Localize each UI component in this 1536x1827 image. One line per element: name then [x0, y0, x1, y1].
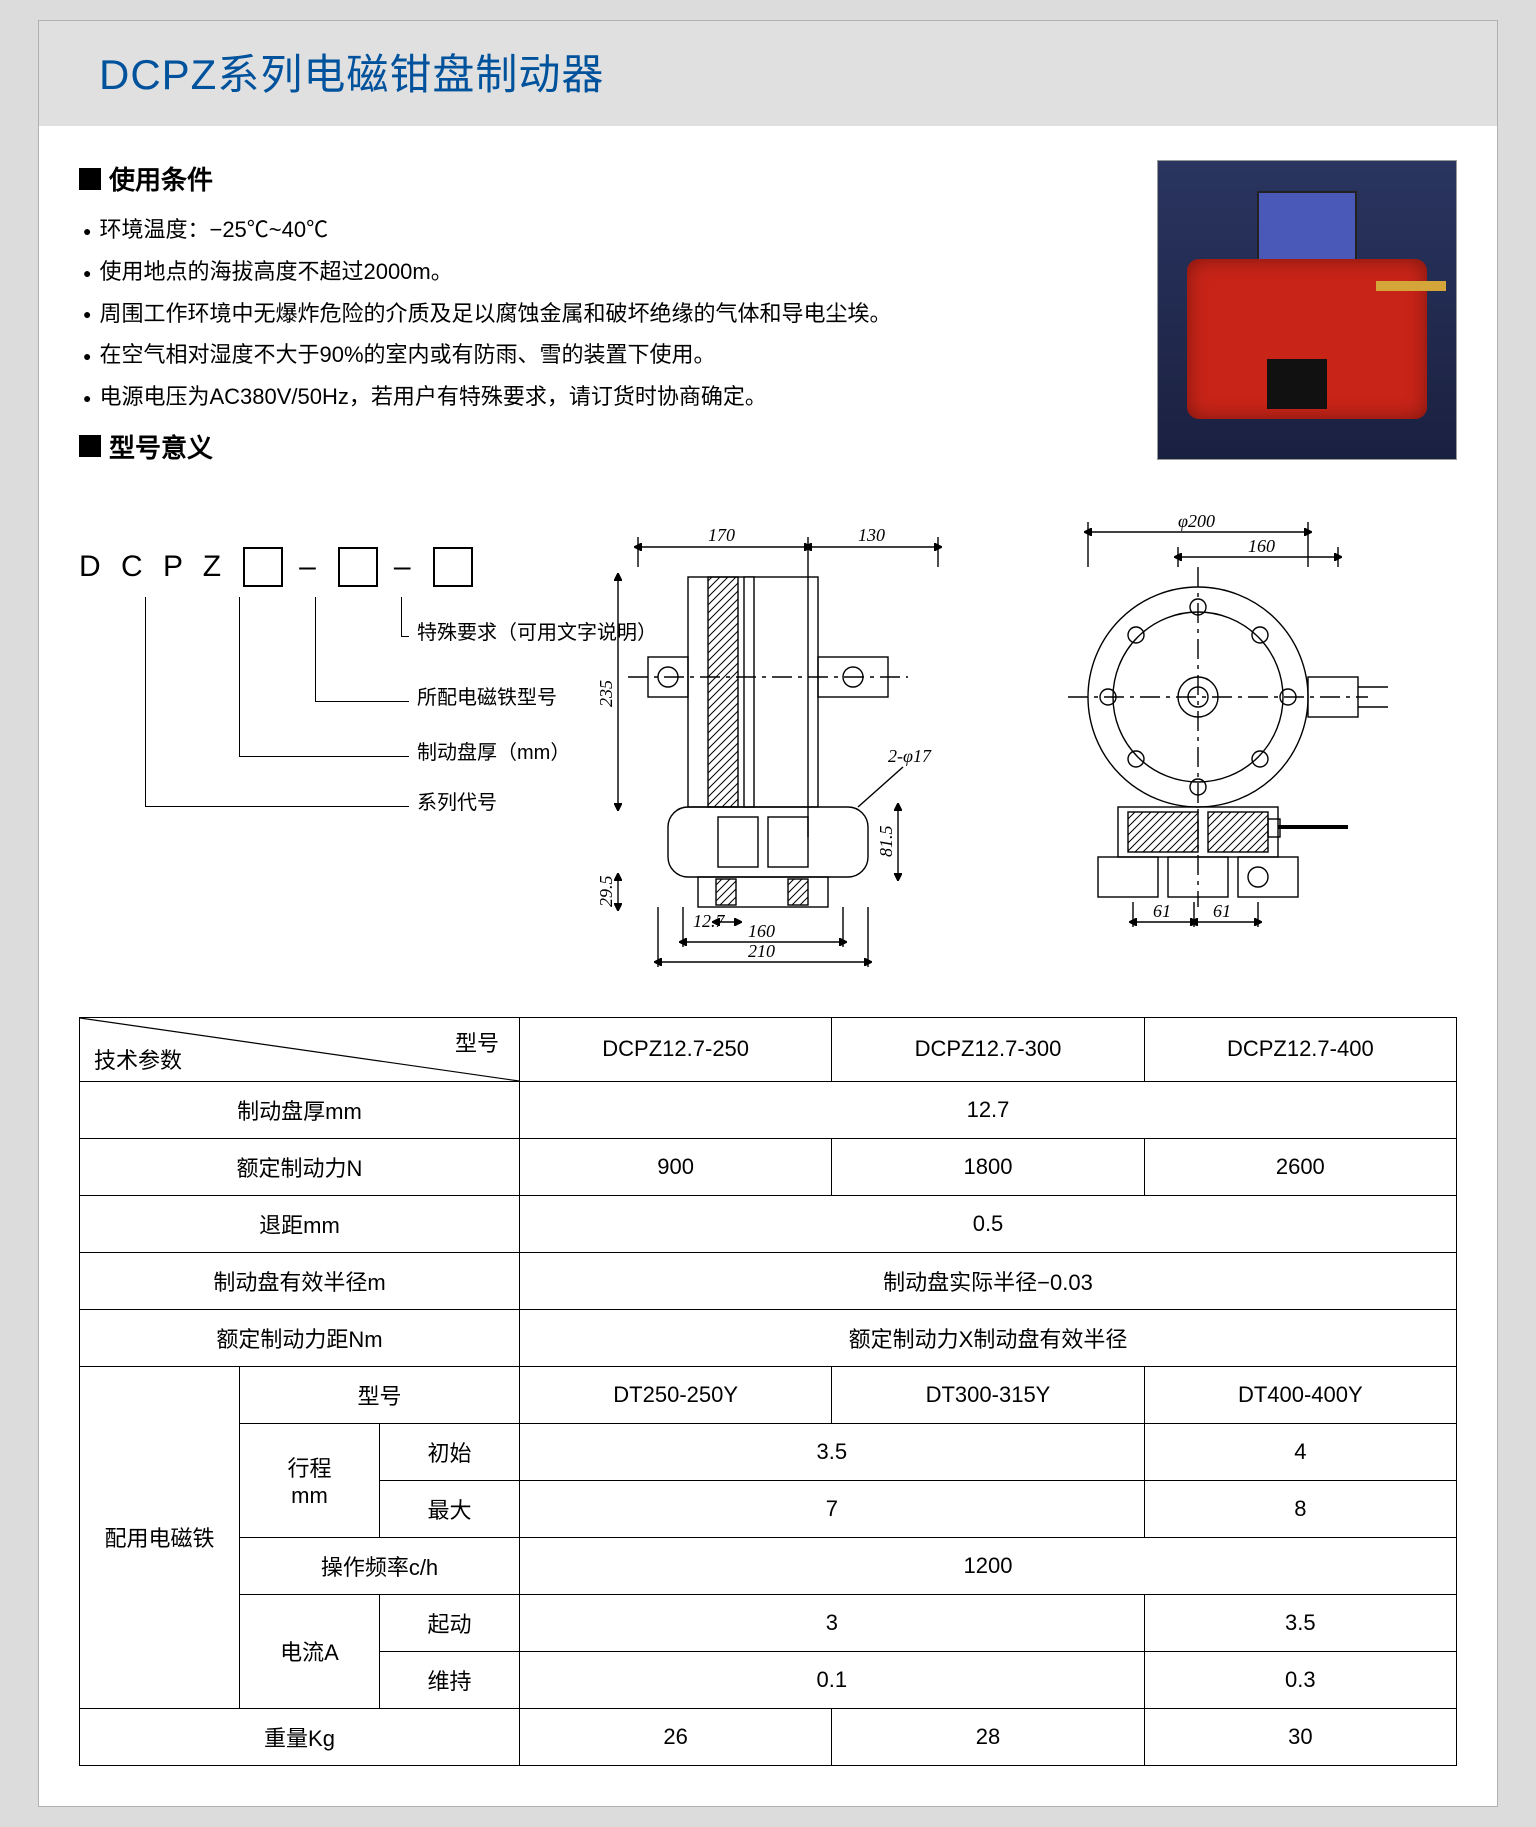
table-row: 退距mm 0.5 [80, 1195, 1457, 1252]
row-label: 维持 [380, 1651, 520, 1708]
row-label: 额定制动力N [80, 1138, 520, 1195]
table-row: 重量Kg 26 28 30 [80, 1708, 1457, 1765]
row-label: 型号 [240, 1366, 520, 1423]
magnet-group-label: 配用电磁铁 [80, 1366, 240, 1708]
condition-item: 周围工作环境中无爆炸危险的介质及足以腐蚀金属和破坏绝缘的气体和导电尘埃。 [83, 293, 1157, 335]
cell: 3.5 [520, 1423, 1145, 1480]
row-label: 初始 [380, 1423, 520, 1480]
cell: 30 [1144, 1708, 1456, 1765]
row-label: 最大 [380, 1480, 520, 1537]
model-code-top: D C P Z – – [79, 547, 499, 587]
conditions-list: 环境温度：−25℃~40℃ 使用地点的海拔高度不超过2000m。 周围工作环境中… [83, 209, 1157, 418]
usage-heading: 使用条件 [79, 160, 1157, 197]
side-view-drawing: φ200 160 [1008, 507, 1408, 977]
cell: 4 [1144, 1423, 1456, 1480]
model-code-lines: 特殊要求（可用文字说明） 所配电磁铁型号 制动盘厚（mm） 系列代号 [79, 597, 499, 827]
dim-label: 81.5 [876, 825, 896, 857]
cell: DT250-250Y [520, 1366, 832, 1423]
cell: DT400-400Y [1144, 1366, 1456, 1423]
cell: 3.5 [1144, 1594, 1456, 1651]
title-bar: DCPZ系列电磁钳盘制动器 [39, 21, 1497, 126]
condition-item: 使用地点的海拔高度不超过2000m。 [83, 251, 1157, 293]
dim-label: φ200 [1178, 511, 1215, 531]
model-meaning-heading: 型号意义 [79, 428, 1157, 465]
cell: 额定制动力X制动盘有效半径 [520, 1309, 1457, 1366]
condition-item: 电源电压为AC380V/50Hz，若用户有特殊要求，请订货时协商确定。 [83, 376, 1157, 418]
cell: 0.1 [520, 1651, 1145, 1708]
model-col-header: DCPZ12.7-300 [832, 1017, 1144, 1081]
condition-item: 环境温度：−25℃~40℃ [83, 209, 1157, 251]
dim-label: 12.7 [693, 911, 726, 931]
dim-label: 170 [708, 525, 735, 545]
photo-bolt [1376, 281, 1446, 291]
dim-label: 61 [1213, 901, 1231, 921]
table-row: 操作频率c/h 1200 [80, 1537, 1457, 1594]
stroke-label: 行程 mm [240, 1423, 380, 1537]
dim-label: 61 [1153, 901, 1171, 921]
model-col-header: DCPZ12.7-400 [1144, 1017, 1456, 1081]
row-label: 起动 [380, 1594, 520, 1651]
code-legend: 系列代号 [417, 786, 497, 815]
model-code-diagram: D C P Z – – 特殊要求（可用文字说明） 所配电磁铁型号 制动盘厚（mm… [79, 507, 499, 827]
dash: – [394, 550, 417, 584]
row-label: 退距mm [80, 1195, 520, 1252]
header-model-label: 型号 [455, 1026, 499, 1058]
product-photo [1157, 160, 1457, 460]
top-content-row: 使用条件 环境温度：−25℃~40℃ 使用地点的海拔高度不超过2000m。 周围… [79, 150, 1457, 477]
cell: 7 [520, 1480, 1145, 1537]
photo-clamp [1267, 359, 1327, 409]
dim-label: 2-φ17 [888, 746, 932, 766]
cell: DT300-315Y [832, 1366, 1144, 1423]
dash: – [299, 550, 322, 584]
diagrams-row: D C P Z – – 特殊要求（可用文字说明） 所配电磁铁型号 制动盘厚（mm… [79, 507, 1457, 977]
document-page: DCPZ系列电磁钳盘制动器 使用条件 环境温度：−25℃~40℃ 使用地点的海拔… [38, 20, 1498, 1807]
condition-item: 在空气相对湿度不大于90%的室内或有防雨、雪的装置下使用。 [83, 334, 1157, 376]
table-row: 电流A 起动 3 3.5 [80, 1594, 1457, 1651]
model-col-header: DCPZ12.7-250 [520, 1017, 832, 1081]
cell: 3 [520, 1594, 1145, 1651]
table-row: 额定制动力距Nm 额定制动力X制动盘有效半径 [80, 1309, 1457, 1366]
dim-label: 130 [858, 525, 885, 545]
table-row: 行程 mm 初始 3.5 4 [80, 1423, 1457, 1480]
dim-label: 210 [748, 941, 775, 961]
table-row: 制动盘厚mm 12.7 [80, 1081, 1457, 1138]
row-label: 制动盘有效半径m [80, 1252, 520, 1309]
table-row: 配用电磁铁 型号 DT250-250Y DT300-315Y DT400-400… [80, 1366, 1457, 1423]
table-row: 额定制动力N 900 1800 2600 [80, 1138, 1457, 1195]
cell: 900 [520, 1138, 832, 1195]
page-title: DCPZ系列电磁钳盘制动器 [99, 41, 1437, 102]
header-param-label: 技术参数 [94, 1043, 182, 1075]
dim-label: 235 [596, 680, 616, 707]
cell: 28 [832, 1708, 1144, 1765]
header-diagonal-cell: 技术参数 型号 [80, 1017, 520, 1081]
spec-table: 技术参数 型号 DCPZ12.7-250 DCPZ12.7-300 DCPZ12… [79, 1017, 1457, 1766]
current-label: 电流A [240, 1594, 380, 1708]
usage-conditions-block: 使用条件 环境温度：−25℃~40℃ 使用地点的海拔高度不超过2000m。 周围… [79, 150, 1157, 477]
cell: 8 [1144, 1480, 1456, 1537]
code-box [433, 547, 473, 587]
row-label: 操作频率c/h [240, 1537, 520, 1594]
cell: 0.5 [520, 1195, 1457, 1252]
row-label: 额定制动力距Nm [80, 1309, 520, 1366]
row-label: 重量Kg [80, 1708, 520, 1765]
row-label: 制动盘厚mm [80, 1081, 520, 1138]
cell: 26 [520, 1708, 832, 1765]
code-box [243, 547, 283, 587]
table-row: 制动盘有效半径m 制动盘实际半径−0.03 [80, 1252, 1457, 1309]
dim-label: 160 [1248, 536, 1275, 556]
model-prefix: D C P Z [79, 550, 227, 584]
cell: 12.7 [520, 1081, 1457, 1138]
dim-label: 29.5 [596, 875, 616, 907]
cell: 2600 [1144, 1138, 1456, 1195]
front-view-drawing: 170 130 [558, 507, 978, 977]
cell: 1200 [520, 1537, 1457, 1594]
code-box [338, 547, 378, 587]
cell: 制动盘实际半径−0.03 [520, 1252, 1457, 1309]
table-row: 技术参数 型号 DCPZ12.7-250 DCPZ12.7-300 DCPZ12… [80, 1017, 1457, 1081]
cell: 0.3 [1144, 1651, 1456, 1708]
engineering-drawings: 170 130 [509, 507, 1457, 977]
cell: 1800 [832, 1138, 1144, 1195]
dim-label: 160 [748, 921, 775, 941]
